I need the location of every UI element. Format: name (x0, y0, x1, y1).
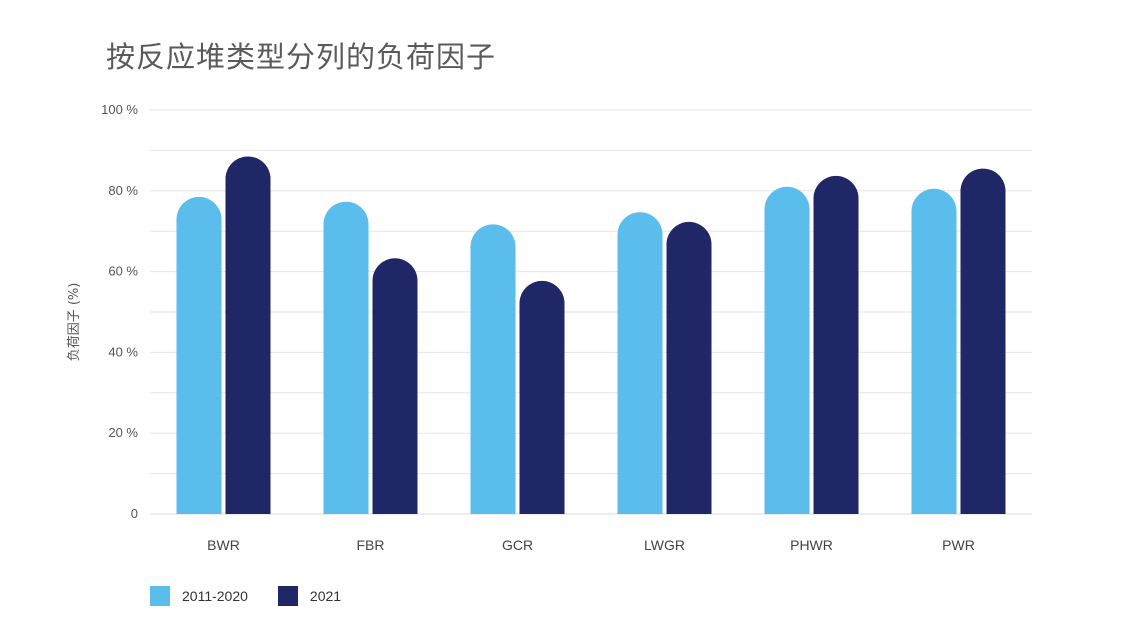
bar-pwr-2011-2020 (911, 188, 957, 514)
x-category-label: PHWR (790, 537, 833, 553)
y-tick-label: 20 % (108, 425, 138, 440)
x-category-label: PWR (942, 537, 975, 553)
bar-bwr-2011-2020 (176, 196, 222, 514)
y-tick-label: 80 % (108, 183, 138, 198)
bar-gcr-2011-2020 (470, 224, 516, 514)
y-tick-label: 0 (131, 506, 138, 521)
legend-item-2011-2020: 2011-2020 (150, 586, 248, 606)
bar-phwr-2011-2020 (764, 186, 810, 514)
bar-gcr-2021 (519, 280, 565, 514)
bar-pwr-2021 (960, 168, 1006, 514)
legend-label: 2011-2020 (182, 588, 248, 604)
y-tick-label: 40 % (108, 344, 138, 359)
y-tick-label: 60 % (108, 264, 138, 279)
bar-fbr-2011-2020 (323, 201, 369, 514)
x-category-label: LWGR (644, 537, 685, 553)
legend-item-2021: 2021 (277, 586, 342, 606)
legend: 2011-2020 2021 (150, 586, 371, 606)
x-axis-labels: BWR FBR GCR LWGR PHWR PWR (207, 537, 975, 553)
gridlines (150, 109, 1032, 515)
chart-title: 按反应堆类型分列的负荷因子 (106, 40, 497, 74)
bar-lwgr-2011-2020 (617, 212, 663, 514)
legend-label: 2021 (309, 588, 342, 604)
bar-fbr-2021 (372, 258, 418, 514)
legend-swatch (150, 586, 170, 606)
y-tick-label: 100 % (101, 102, 138, 117)
y-axis-ticks: 0 20 % 40 % 60 % 80 % 100 % (101, 102, 138, 521)
legend-swatch (277, 586, 298, 606)
y-axis-title: 负荷因子 (%) (67, 283, 82, 362)
bar-lwgr-2021 (666, 221, 712, 514)
x-category-label: FBR (357, 537, 385, 553)
x-category-label: GCR (502, 537, 533, 553)
bar-bwr-2021 (225, 156, 271, 514)
x-category-label: BWR (207, 537, 240, 553)
bars (176, 156, 1006, 514)
bar-phwr-2021 (813, 175, 859, 514)
